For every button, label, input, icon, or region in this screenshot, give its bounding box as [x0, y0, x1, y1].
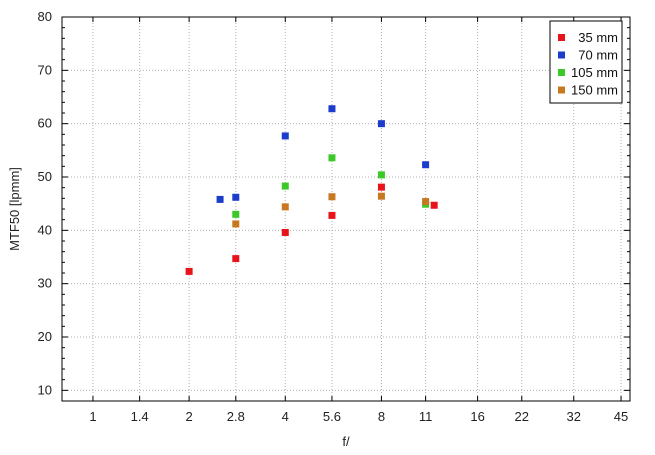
legend-swatch — [558, 51, 565, 59]
x-tick-label: 2 — [185, 409, 192, 424]
y-tick-label: 20 — [38, 329, 52, 344]
x-tick-label: 11 — [419, 409, 433, 424]
data-point — [430, 201, 438, 209]
data-point — [328, 154, 336, 162]
legend-label: 35 mm — [578, 30, 618, 45]
data-point — [281, 132, 289, 140]
legend-swatch — [558, 34, 565, 41]
data-point — [422, 198, 430, 206]
x-tick-label: 1 — [89, 409, 96, 424]
data-point — [216, 195, 224, 203]
data-point — [377, 183, 385, 191]
data-point — [232, 255, 240, 263]
x-axis-ticks: 1 1.4 2 2.8 4 5.6 8 11 16 22 32 45 — [89, 17, 628, 424]
data-point — [232, 220, 240, 228]
x-tick-label: 16 — [470, 409, 484, 424]
y-tick-label: 50 — [38, 169, 52, 184]
y-tick-label: 40 — [38, 222, 52, 237]
x-tick-label: 32 — [567, 409, 581, 424]
x-tick-label: 2.8 — [227, 409, 245, 424]
data-point — [422, 161, 430, 169]
x-tick-label: 22 — [515, 409, 529, 424]
y-tick-label: 70 — [38, 62, 52, 77]
data-points — [185, 105, 438, 275]
data-point — [328, 193, 336, 201]
x-tick-label: 1.4 — [131, 409, 149, 424]
data-point — [377, 171, 385, 179]
legend-swatch — [558, 86, 565, 94]
x-tick-label: 45 — [614, 409, 628, 424]
data-point — [232, 210, 240, 218]
x-tick-label: 8 — [378, 409, 385, 424]
data-point — [281, 203, 289, 211]
data-point — [185, 267, 193, 275]
legend-swatch — [558, 69, 565, 76]
legend: 35 mm 70 mm 105 mm 150 mm — [549, 20, 623, 104]
y-tick-label: 10 — [38, 382, 52, 397]
y-axis-ticks: 10 20 30 40 50 60 70 80 — [38, 9, 630, 402]
grid-layer — [62, 17, 630, 401]
legend-label: 70 mm — [578, 48, 618, 63]
data-point — [232, 193, 240, 201]
data-point — [377, 120, 385, 128]
data-point — [377, 192, 385, 200]
legend-label: 150 mm — [571, 83, 618, 98]
x-tick-label: 4 — [282, 409, 289, 424]
plot-frame — [61, 16, 631, 402]
data-point — [281, 182, 289, 190]
legend-label: 105 mm — [571, 65, 618, 80]
data-point — [328, 105, 336, 113]
data-point — [328, 211, 336, 219]
data-point — [281, 228, 289, 236]
x-axis-title: f/ — [342, 434, 350, 449]
y-tick-label: 60 — [38, 116, 52, 131]
y-tick-label: 80 — [38, 9, 52, 24]
y-axis-title: MTF50 [lpmm] — [7, 167, 22, 251]
x-tick-label: 5.6 — [323, 409, 341, 424]
y-tick-label: 30 — [38, 276, 52, 291]
